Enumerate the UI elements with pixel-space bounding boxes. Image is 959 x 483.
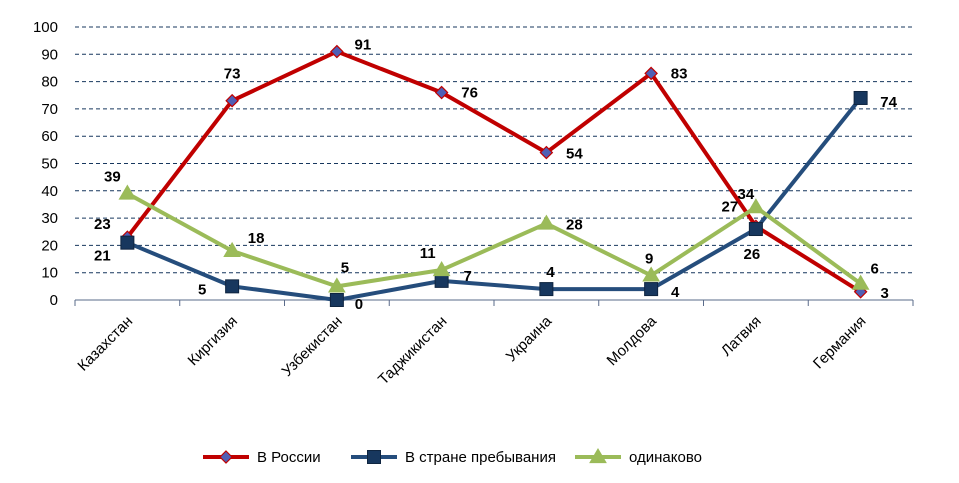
- y-tick-label: 20: [41, 237, 58, 254]
- data-point-diamond: [225, 93, 239, 108]
- data-point-triangle: [851, 274, 870, 290]
- x-tick-label: Германия: [810, 313, 870, 373]
- legend-label: В России: [257, 449, 321, 466]
- y-tick-label: 40: [41, 183, 58, 200]
- data-point-triangle: [589, 448, 607, 464]
- data-label: 74: [880, 94, 897, 111]
- data-point-square: [644, 282, 659, 297]
- x-tick-label: Таджикистан: [375, 313, 450, 388]
- data-point-square: [225, 279, 240, 294]
- legend: В России В стране пребывания одинаково: [203, 448, 702, 466]
- data-label: 76: [461, 85, 478, 102]
- data-point-diamond: [644, 66, 658, 81]
- data-label: 3: [880, 285, 888, 302]
- legend-item: В стране пребывания: [351, 449, 556, 466]
- data-label: 73: [224, 66, 241, 83]
- x-tick-label: Узбекистан: [279, 313, 346, 380]
- x-tick-label: Киргизия: [185, 313, 241, 369]
- data-label: 21: [94, 248, 111, 265]
- data-label: 9: [645, 250, 653, 267]
- data-label: 4: [546, 264, 555, 281]
- legend-label: В стране пребывания: [405, 449, 556, 466]
- y-tick-label: 30: [41, 210, 58, 227]
- legend-label: одинаково: [629, 449, 702, 466]
- gridlines: [75, 26, 913, 301]
- x-tick-label: Латвия: [718, 313, 765, 360]
- data-point-diamond: [434, 85, 449, 100]
- x-tick-label: Казахстан: [74, 313, 136, 375]
- data-point-triangle: [537, 214, 556, 230]
- data-point-triangle: [747, 198, 765, 214]
- data-point-square: [434, 273, 449, 288]
- series-2: [120, 90, 868, 307]
- y-tick-label: 10: [41, 265, 58, 282]
- data-label: 7: [463, 268, 471, 285]
- data-point-square: [329, 293, 344, 307]
- data-label: 4: [671, 284, 680, 301]
- data-point-triangle: [328, 277, 346, 293]
- data-point-diamond: [539, 145, 554, 160]
- data-point-diamond: [219, 450, 233, 464]
- data-label: 39: [104, 169, 121, 186]
- data-label: 6: [870, 261, 878, 278]
- series-line: [125, 49, 862, 294]
- y-tick-label: 0: [50, 292, 58, 309]
- y-tick-label: 100: [33, 19, 58, 36]
- data-label: 83: [671, 65, 688, 82]
- data-label: 27: [722, 198, 739, 215]
- data-label: 54: [566, 146, 583, 163]
- x-axis: Казахстан Киргизия Узбекистан Таджикистан Ук…: [74, 300, 914, 388]
- legend-item: В России: [203, 449, 321, 466]
- data-label: 23: [94, 216, 111, 233]
- data-point-square: [539, 282, 554, 297]
- data-label: 11: [420, 245, 436, 262]
- data-label: 28: [566, 217, 583, 234]
- data-label: 91: [355, 37, 372, 54]
- series-line: [126, 191, 862, 289]
- y-tick-label: 90: [41, 46, 58, 63]
- y-tick-label: 60: [41, 128, 58, 145]
- data-point-triangle: [432, 260, 451, 277]
- data-point-triangle: [223, 241, 241, 257]
- data-label: 0: [355, 296, 363, 313]
- data-point-square: [853, 90, 868, 105]
- data-label: 34: [738, 186, 755, 203]
- legend-item: одинаково: [575, 448, 702, 466]
- data-point-diamond: [330, 44, 344, 59]
- data-point-square: [120, 235, 135, 250]
- y-tick-label: 70: [41, 101, 58, 118]
- y-tick-label: 80: [41, 74, 58, 91]
- data-label: 5: [198, 281, 206, 298]
- x-tick-label: Молдова: [604, 312, 661, 369]
- data-point-square: [367, 450, 381, 464]
- data-label: 5: [341, 259, 349, 276]
- data-label: 18: [248, 230, 265, 247]
- y-tick-label: 50: [41, 156, 58, 173]
- y-axis-ticks: 0 10 20 30 40 50 60 70 80 90 100: [33, 19, 58, 309]
- data-point-triangle: [118, 184, 137, 200]
- series-3: [118, 184, 870, 293]
- x-tick-label: Украина: [503, 312, 556, 365]
- series-lines: [118, 44, 870, 307]
- data-point-square: [748, 222, 763, 237]
- data-label: 26: [744, 246, 761, 263]
- series-line: [126, 96, 863, 302]
- data-point-triangle: [642, 266, 660, 282]
